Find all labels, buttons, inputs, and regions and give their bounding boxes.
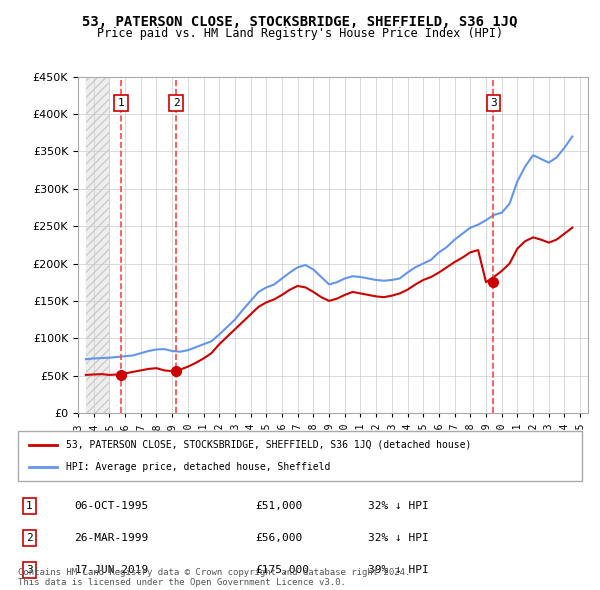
Text: 32% ↓ HPI: 32% ↓ HPI [368, 533, 428, 543]
Text: 26-MAR-1999: 26-MAR-1999 [74, 533, 149, 543]
Bar [86, 77, 109, 413]
Text: 1: 1 [118, 98, 125, 108]
Text: £56,000: £56,000 [255, 533, 302, 543]
Text: 17-JUN-2019: 17-JUN-2019 [74, 565, 149, 575]
Text: £51,000: £51,000 [255, 501, 302, 511]
Text: HPI: Average price, detached house, Sheffield: HPI: Average price, detached house, Shef… [66, 462, 331, 472]
Text: 53, PATERSON CLOSE, STOCKSBRIDGE, SHEFFIELD, S36 1JQ (detached house): 53, PATERSON CLOSE, STOCKSBRIDGE, SHEFFI… [66, 440, 472, 450]
Text: 53, PATERSON CLOSE, STOCKSBRIDGE, SHEFFIELD, S36 1JQ: 53, PATERSON CLOSE, STOCKSBRIDGE, SHEFFI… [82, 15, 518, 29]
Text: 06-OCT-1995: 06-OCT-1995 [74, 501, 149, 511]
Text: 3: 3 [490, 98, 497, 108]
Text: 1: 1 [26, 501, 32, 511]
Text: Price paid vs. HM Land Registry's House Price Index (HPI): Price paid vs. HM Land Registry's House … [97, 27, 503, 40]
Text: 2: 2 [173, 98, 179, 108]
Text: £175,000: £175,000 [255, 565, 309, 575]
Text: 2: 2 [26, 533, 32, 543]
Text: 32% ↓ HPI: 32% ↓ HPI [368, 501, 428, 511]
Text: 39% ↓ HPI: 39% ↓ HPI [368, 565, 428, 575]
Text: 3: 3 [26, 565, 32, 575]
FancyBboxPatch shape [18, 431, 582, 481]
Text: Contains HM Land Registry data © Crown copyright and database right 2024.
This d: Contains HM Land Registry data © Crown c… [18, 568, 410, 587]
